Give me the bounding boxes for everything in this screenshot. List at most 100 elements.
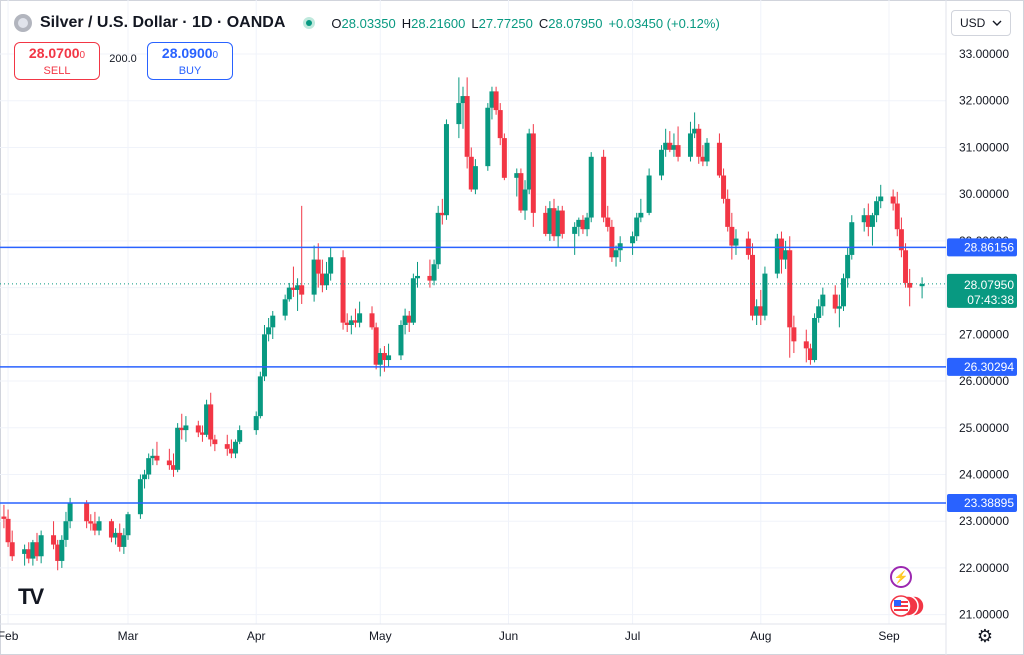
economic-events-icon[interactable] xyxy=(886,594,926,618)
candle-body xyxy=(907,282,913,288)
sell-label: SELL xyxy=(43,64,71,77)
lightning-icon[interactable]: ⚡ xyxy=(890,566,912,588)
candle-body xyxy=(787,250,793,328)
candle-body xyxy=(580,219,586,230)
candle-body xyxy=(311,259,317,295)
candle-body xyxy=(903,250,909,283)
candle-body xyxy=(613,250,619,258)
horizontal-line-label-bg xyxy=(947,357,1017,376)
candle-body xyxy=(696,128,702,157)
candle-body xyxy=(687,133,693,157)
candle-body xyxy=(199,432,205,435)
horizontal-line-label-bg xyxy=(947,238,1017,257)
candle-body xyxy=(108,521,114,538)
candle-body xyxy=(861,215,867,223)
gear-icon[interactable]: ⚙ xyxy=(976,626,994,646)
ohlc-values: O28.03350 H28.21600 L27.77250 C28.07950 … xyxy=(331,16,719,31)
y-tick-label: 22.00000 xyxy=(959,561,1009,575)
ohlc-close-value: 28.07950 xyxy=(548,15,603,31)
candle-body xyxy=(729,226,735,246)
symbol-title[interactable]: Silver / U.S. Dollar · 1D · OANDA xyxy=(40,14,286,31)
x-tick-label: Aug xyxy=(750,629,771,643)
candle-body xyxy=(518,173,524,211)
candle-body xyxy=(319,273,325,286)
candle-body xyxy=(282,299,288,316)
candle-body xyxy=(233,441,239,454)
candle-body xyxy=(290,287,296,290)
candle-body xyxy=(460,96,466,104)
candle-body xyxy=(601,156,607,218)
candle-body xyxy=(485,107,491,167)
candle-body xyxy=(845,254,851,279)
candle-body xyxy=(121,535,127,547)
candle-body xyxy=(671,145,677,150)
candle-body xyxy=(96,521,102,531)
candle-body xyxy=(51,535,57,545)
buy-button[interactable]: 28.09000 BUY xyxy=(147,42,233,80)
candle-body xyxy=(501,138,507,178)
candle-body xyxy=(377,353,383,365)
horizontal-line-label: 23.38895 xyxy=(964,496,1014,510)
candle-body xyxy=(55,544,61,561)
candle-body xyxy=(634,217,640,237)
buy-label: BUY xyxy=(178,64,202,77)
ohlc-low-value: 27.77250 xyxy=(478,15,533,31)
candle-body xyxy=(919,283,925,287)
candle-body xyxy=(328,257,334,274)
currency-value: USD xyxy=(960,16,986,30)
candle-body xyxy=(733,238,739,246)
candle-body xyxy=(836,306,842,309)
horizontal-line-label-bg xyxy=(947,494,1017,513)
candle-body xyxy=(576,219,582,227)
candle-body xyxy=(1,516,7,519)
y-tick-label: 31.00000 xyxy=(959,140,1009,154)
candle-body xyxy=(849,222,855,255)
candle-body xyxy=(609,226,615,258)
candle-body xyxy=(237,430,243,442)
candle-body xyxy=(125,514,131,536)
candle-body xyxy=(543,212,549,234)
candle-body xyxy=(754,306,760,316)
x-tick-label: Jun xyxy=(499,629,518,643)
candle-body xyxy=(154,455,160,461)
candle-body xyxy=(22,549,28,554)
candle-body xyxy=(816,306,822,318)
chart-header: Silver / U.S. Dollar · 1D · OANDA O28.03… xyxy=(14,10,720,36)
candle-body xyxy=(67,502,73,522)
candle-body xyxy=(526,133,532,190)
x-tick-label: Feb xyxy=(0,629,19,643)
candle-body xyxy=(348,320,354,325)
candle-body xyxy=(464,96,470,157)
candle-body xyxy=(228,448,234,454)
candle-body xyxy=(778,238,784,260)
candle-body xyxy=(468,156,474,190)
current-price-label: 28.07950 xyxy=(964,278,1014,292)
sell-price: 28.0700 xyxy=(28,44,80,61)
candle-body xyxy=(869,215,875,227)
candle-body xyxy=(894,203,900,230)
candle-body xyxy=(675,145,681,157)
y-tick-label: 33.00000 xyxy=(959,47,1009,61)
candle-body xyxy=(456,103,462,125)
candle-body xyxy=(646,175,652,213)
candle-body xyxy=(261,334,267,377)
candle-body xyxy=(195,425,201,433)
candle-body xyxy=(257,376,263,417)
x-tick-label: May xyxy=(369,629,392,643)
y-tick-label: 27.00000 xyxy=(959,327,1009,341)
candle-body xyxy=(352,320,358,323)
y-tick-label: 26.00000 xyxy=(959,374,1009,388)
sell-button[interactable]: 28.07000 SELL xyxy=(14,42,100,80)
candle-body xyxy=(253,416,259,431)
candle-body xyxy=(410,278,416,323)
currency-select[interactable]: USD xyxy=(951,10,1011,36)
candle-body xyxy=(406,315,412,323)
ohlc-high-key: H xyxy=(401,15,412,31)
market-status-icon[interactable] xyxy=(303,17,316,29)
tradingview-logo[interactable]: TV xyxy=(18,584,44,609)
candle-body xyxy=(92,523,98,531)
candle-body xyxy=(898,229,904,251)
candle-body xyxy=(493,91,499,111)
candle-body xyxy=(63,521,69,540)
